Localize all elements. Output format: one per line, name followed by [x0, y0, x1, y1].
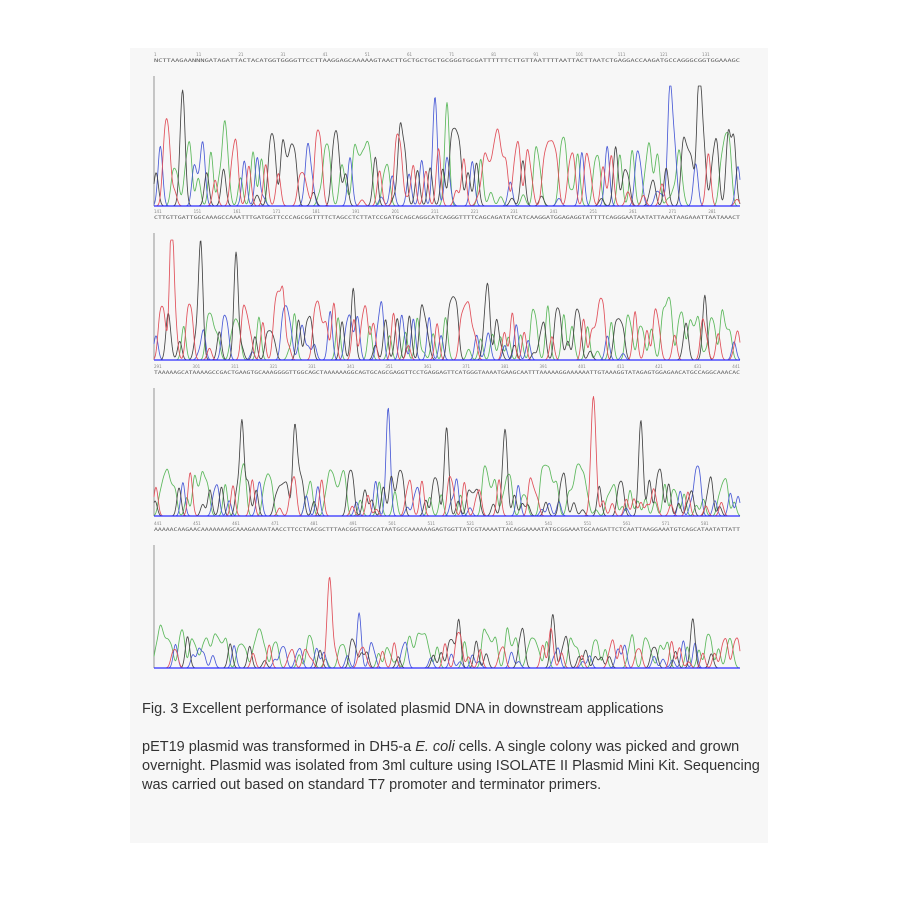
position-tick-label: 121: [660, 52, 668, 57]
position-tick-label: 101: [576, 52, 584, 57]
position-tick-label: 541: [545, 521, 553, 526]
position-tick-label: 561: [623, 521, 631, 526]
position-tick-label: 141: [154, 209, 162, 214]
position-tick-label: 451: [193, 521, 201, 526]
chromatogram-panel: TAAAAAGCATAAAAGCCGACTGAAGTGCAAAGGGGTTGGC…: [153, 364, 741, 517]
position-tick-label: 411: [617, 364, 625, 369]
position-tick-label: 241: [550, 209, 558, 214]
figure-card: NCTTAAGAANNNGATAGATTACTACATGGTGGGGTTCCTT…: [130, 48, 768, 843]
sequence-text: TAAAAAGCATAAAAGCCGACTGAAGTGCAAAGGGGTTGGC…: [154, 370, 741, 375]
position-tick-label: 151: [194, 209, 202, 214]
position-tick-label: 191: [352, 209, 360, 214]
position-tick-label: 311: [231, 364, 239, 369]
caption-text-part1: pET19 plasmid was transformed in DH5-a: [142, 739, 416, 755]
position-tick-label: 261: [629, 209, 637, 214]
position-tick-label: 231: [510, 209, 518, 214]
position-tick-label: 221: [471, 209, 479, 214]
position-tick-label: 271: [669, 209, 677, 214]
position-tick-label: 431: [694, 364, 702, 369]
position-tick-label: 321: [270, 364, 278, 369]
position-tick-label: 71: [449, 52, 455, 57]
position-tick-label: 1: [154, 52, 157, 57]
position-tick-label: 341: [347, 364, 355, 369]
caption-species: E. coli: [415, 739, 455, 755]
chromatogram-chart: NCTTAAGAANNNGATAGATTACTACATGGTGGGGTTCCTT…: [153, 52, 741, 669]
position-tick-label: 41: [323, 52, 329, 57]
figure-caption-body: pET19 plasmid was transformed in DH5-a E…: [142, 738, 764, 795]
position-tick-label: 301: [193, 364, 201, 369]
trace-A: [154, 102, 740, 207]
figure-caption-title: Fig. 3 Excellent performance of isolated…: [142, 701, 664, 717]
position-tick-label: 401: [578, 364, 586, 369]
position-tick-label: 361: [424, 364, 432, 369]
position-tick-label: 391: [540, 364, 548, 369]
position-tick-label: 331: [308, 364, 316, 369]
trace-T: [154, 118, 741, 207]
trace-T: [153, 239, 741, 361]
trace-T: [154, 576, 741, 669]
position-tick-label: 51: [365, 52, 371, 57]
position-tick-label: 91: [533, 52, 539, 57]
position-tick-label: 81: [491, 52, 497, 57]
sequence-text: AAAAACAAGAACAAAAAAAGCAAAGAAAATAACCTTCCTA…: [154, 527, 741, 532]
position-tick-label: 61: [407, 52, 413, 57]
position-tick-label: 211: [431, 209, 439, 214]
position-tick-label: 471: [271, 521, 279, 526]
position-tick-label: 181: [312, 209, 320, 214]
sequence-text: CTTGTTGATTGGCAAAGCCAAATTTGATGGTTCCCAGCGG…: [154, 215, 741, 220]
position-tick-label: 31: [280, 52, 286, 57]
position-tick-label: 571: [662, 521, 670, 526]
position-tick-label: 171: [273, 209, 281, 214]
position-tick-label: 461: [232, 521, 240, 526]
position-tick-label: 441: [154, 521, 162, 526]
trace-C: [154, 612, 740, 669]
position-tick-label: 481: [310, 521, 318, 526]
chromatogram-panel: NCTTAAGAANNNGATAGATTACTACATGGTGGGGTTCCTT…: [153, 52, 741, 207]
chromatogram-panel: AAAAACAAGAACAAAAAAAGCAAAGAAAATAACCTTCCTA…: [153, 521, 741, 669]
trace-T: [153, 396, 740, 517]
position-tick-label: 421: [655, 364, 663, 369]
sequence-text: NCTTAAGAANNNGATAGATTACTACATGGTGGGGTTCCTT…: [154, 58, 741, 63]
position-tick-label: 371: [462, 364, 470, 369]
position-tick-label: 291: [154, 364, 162, 369]
position-tick-label: 281: [708, 209, 716, 214]
caption-text-part2: cells. A single colony was picked and gr…: [142, 739, 760, 793]
position-tick-label: 161: [233, 209, 241, 214]
position-tick-label: 531: [506, 521, 514, 526]
position-tick-label: 111: [618, 52, 626, 57]
position-tick-label: 131: [702, 52, 710, 57]
position-tick-label: 511: [427, 521, 435, 526]
position-tick-label: 381: [501, 364, 509, 369]
position-tick-label: 251: [590, 209, 598, 214]
trace-C: [153, 85, 741, 207]
position-tick-label: 551: [584, 521, 592, 526]
position-tick-label: 581: [701, 521, 709, 526]
position-tick-label: 521: [467, 521, 475, 526]
chromatogram-panel: CTTGTTGATTGGCAAAGCCAAATTTGATGGTTCCCAGCGG…: [153, 209, 741, 361]
position-tick-label: 351: [385, 364, 393, 369]
position-tick-label: 11: [196, 52, 202, 57]
position-tick-label: 441: [732, 364, 740, 369]
position-tick-label: 501: [388, 521, 396, 526]
position-tick-label: 201: [392, 209, 400, 214]
trace-G: [154, 240, 740, 361]
trace-G: [153, 419, 740, 517]
position-tick-label: 491: [349, 521, 357, 526]
position-tick-label: 21: [238, 52, 244, 57]
